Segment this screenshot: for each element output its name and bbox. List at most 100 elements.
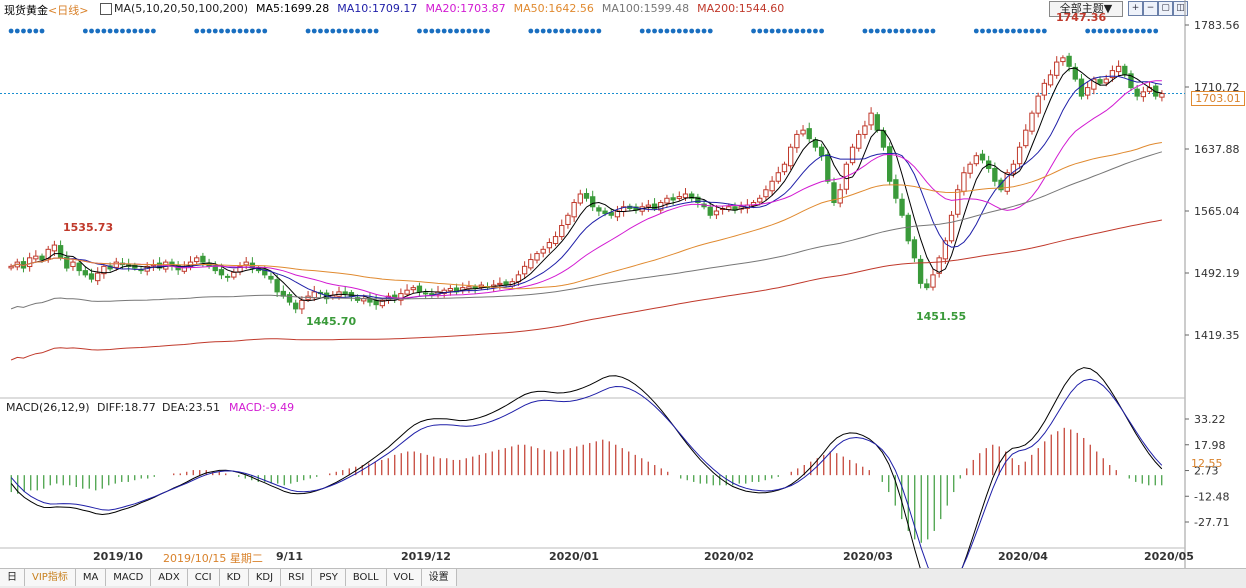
period-selector[interactable]: <日线> <box>48 4 89 17</box>
signal-dot <box>485 28 490 34</box>
candle-body <box>299 299 305 310</box>
candle-body <box>559 224 565 238</box>
signal-dot <box>1140 28 1146 34</box>
signal-dot <box>893 28 899 34</box>
candle-body <box>422 292 429 295</box>
candle-body <box>806 128 812 140</box>
y-tick-label: 1419.35 <box>1194 329 1240 342</box>
candle-body <box>1029 112 1035 132</box>
candle-body <box>1091 78 1097 90</box>
candle-body <box>404 289 410 295</box>
candle-body <box>992 167 998 182</box>
signal-dot <box>794 28 800 34</box>
candle-body <box>1159 93 1165 98</box>
signal-dot <box>1017 28 1023 34</box>
signal-dot <box>658 28 664 34</box>
y-tick-label: 1710.72 <box>1194 81 1240 94</box>
signal-dot <box>478 28 484 34</box>
signal-dot <box>1122 28 1128 34</box>
signal-dot <box>973 28 979 34</box>
candle-body <box>348 292 355 297</box>
signal-dot <box>998 28 1004 34</box>
tab-6[interactable]: KD <box>219 569 249 586</box>
signal-dot <box>559 28 565 34</box>
tab-7[interactable]: KDJ <box>248 569 282 586</box>
candle-body <box>1072 66 1078 80</box>
symbol-name: 现货黄金 <box>4 4 48 17</box>
x-label: 2020/01 <box>549 550 599 563</box>
signal-dot <box>553 28 558 34</box>
candle-body <box>645 204 652 208</box>
signal-dot <box>534 28 540 34</box>
macd-y-tick-label: -12.48 <box>1194 490 1229 503</box>
tab-5[interactable]: CCI <box>187 569 220 586</box>
window-sync-icon[interactable]: ◫ <box>1173 1 1188 16</box>
candle-body <box>293 302 299 310</box>
signal-dot <box>695 28 701 34</box>
signal-dot <box>8 28 14 34</box>
grid-minus-icon[interactable]: − <box>1143 1 1158 16</box>
candle-body <box>354 297 361 301</box>
candle-body <box>750 202 757 207</box>
ma-value-2: MA20:1703.87 <box>425 2 506 15</box>
candle-body <box>262 269 268 276</box>
macd-title: MACD(26,12,9) <box>6 401 90 414</box>
signal-dot <box>82 28 88 34</box>
signal-dot <box>664 28 670 34</box>
candle-body <box>769 180 775 192</box>
grid-plus-icon[interactable]: + <box>1128 1 1143 16</box>
candle-body <box>849 146 856 164</box>
candle-body <box>911 239 918 259</box>
tab-8[interactable]: RSI <box>281 569 313 586</box>
tab-10[interactable]: BOLL <box>345 569 387 586</box>
tab-11[interactable]: VOL <box>386 569 422 586</box>
signal-dot <box>1023 28 1029 34</box>
ma-line-MA50 <box>10 142 1162 290</box>
candle-body <box>868 112 874 126</box>
theme-button[interactable]: 全部主题▼ <box>1049 1 1123 17</box>
annotation-low-2: 1451.55 <box>916 310 967 323</box>
signal-dot <box>918 28 924 34</box>
candle-body <box>788 146 794 167</box>
tab-4[interactable]: ADX <box>151 569 188 586</box>
candle-body <box>1060 57 1066 63</box>
candle-body <box>1023 129 1029 147</box>
candle-body <box>224 275 231 278</box>
tab-0[interactable]: 日 <box>0 569 25 586</box>
signal-dot <box>986 28 992 34</box>
signal-dot <box>757 28 763 34</box>
signal-dot <box>751 28 756 34</box>
signal-dot <box>813 28 818 34</box>
candle-body <box>1109 70 1116 79</box>
tab-3[interactable]: MACD <box>106 569 152 586</box>
window-icon[interactable]: ▢ <box>1158 1 1173 16</box>
candle-body <box>398 293 404 301</box>
ma-legend-box[interactable]: MA(5,10,20,50,100,200) <box>100 2 248 15</box>
signal-dot <box>318 28 323 34</box>
ma-checkbox-icon[interactable] <box>100 3 112 15</box>
signal-dot <box>417 28 422 34</box>
signal-dot <box>1097 28 1103 34</box>
tab-12[interactable]: 设置 <box>421 569 457 586</box>
signal-dot <box>89 28 94 34</box>
candle-body <box>342 291 348 295</box>
signal-dot <box>887 28 893 34</box>
candle-body <box>577 193 583 204</box>
candle-body <box>1035 95 1041 114</box>
chart-canvas[interactable]: 1783.56 1710.72 1637.88 1565.04 1492.19 1419.… <box>0 0 1246 568</box>
candle-body <box>132 264 138 269</box>
signal-dot <box>144 28 150 34</box>
ma-line-MA5 <box>10 67 1162 302</box>
signal-dot <box>95 28 101 34</box>
signal-dot <box>676 28 682 34</box>
signal-dot <box>27 28 33 34</box>
candle-body <box>534 253 540 261</box>
tab-1[interactable]: VIP指标 <box>25 569 76 586</box>
signal-dot <box>1134 28 1140 34</box>
candle-body <box>441 289 447 294</box>
tab-9[interactable]: PSY <box>312 569 346 586</box>
candle-body <box>1103 78 1109 84</box>
tab-2[interactable]: MA <box>75 569 107 586</box>
candle-body <box>924 283 930 289</box>
candle-body <box>200 255 206 263</box>
